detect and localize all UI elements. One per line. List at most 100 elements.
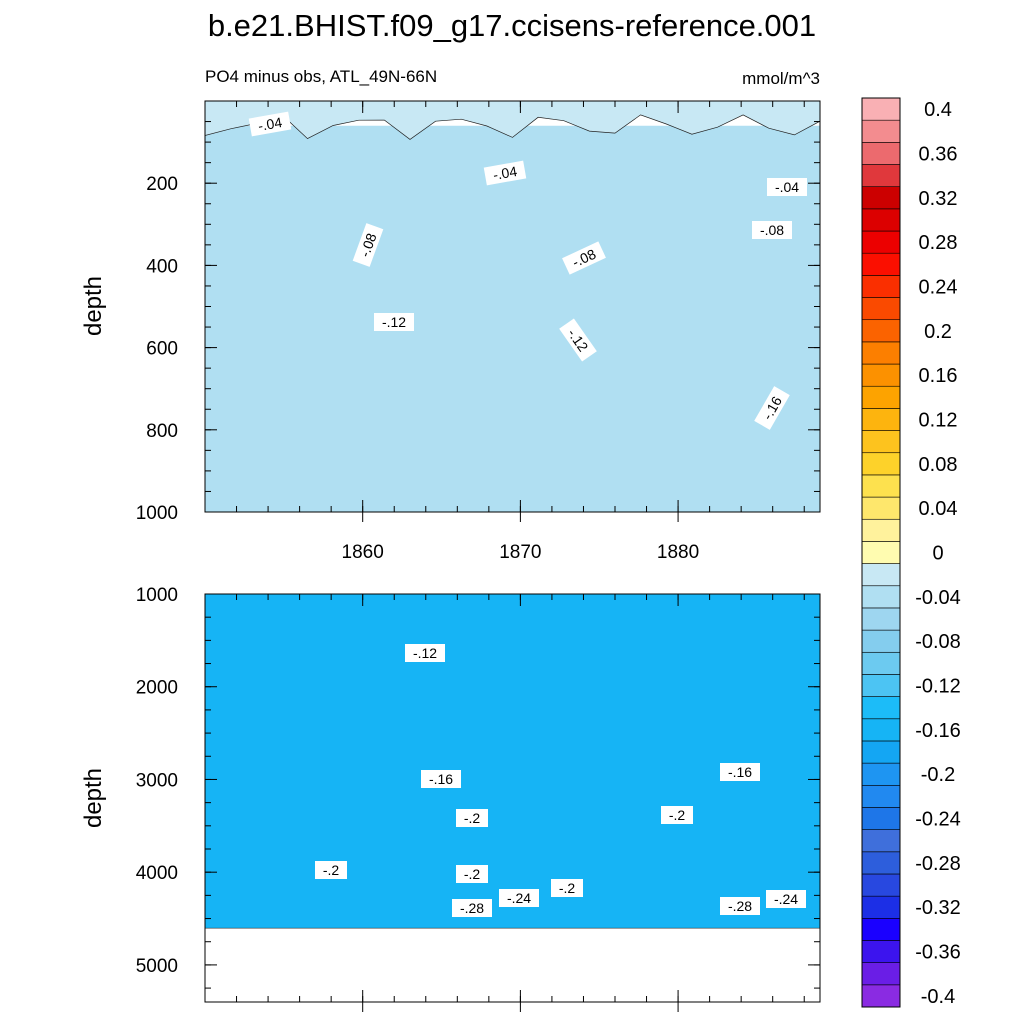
- chart-title: b.e21.BHIST.f09_g17.ccisens-reference.00…: [208, 8, 816, 43]
- colorbar-label: -0.12: [915, 676, 961, 698]
- colorbar-label: 0.36: [919, 143, 958, 165]
- contour-label: -.04: [767, 178, 807, 196]
- colorbar-box: [861, 408, 901, 431]
- contour-label-text: -.16: [728, 764, 752, 780]
- contour-label-text: -.12: [413, 645, 437, 661]
- colorbar-label: -0.2: [921, 764, 955, 786]
- contour-label-box: [315, 861, 347, 879]
- colorbar-label: -0.24: [915, 809, 961, 831]
- colorbar-box: [861, 984, 901, 1008]
- y-tick-label: 5000: [136, 956, 178, 977]
- colorbar-label: 0.04: [919, 498, 958, 520]
- colorbar-box: [861, 585, 901, 609]
- colorbar-box: [861, 341, 901, 365]
- colorbar-box: [861, 563, 901, 587]
- colorbar-box: [861, 895, 901, 919]
- colorbar-box: [861, 164, 901, 187]
- colorbar-box: [861, 940, 901, 963]
- contour-label-box: [352, 223, 384, 267]
- contour-label-text: -.04: [775, 179, 799, 195]
- contour-label: -.28: [720, 897, 760, 915]
- contour-label: -.08: [352, 223, 384, 267]
- x-tick-label: 1870: [499, 542, 541, 563]
- colorbar-box: [861, 319, 901, 343]
- colorbar-label: -0.4: [921, 986, 955, 1008]
- contour-label-text: -.24: [774, 891, 798, 907]
- contour-label-box: [551, 879, 583, 897]
- colorbar-label: 0.16: [919, 365, 958, 387]
- x-tick-label: 1860: [342, 542, 384, 563]
- contour-band: [205, 594, 820, 928]
- contour-label-box: [720, 763, 760, 781]
- contour-label: -.2: [456, 809, 488, 827]
- colorbar-label: -0.08: [915, 631, 961, 653]
- contour-label-box: [752, 221, 792, 239]
- colorbar-box: [861, 718, 901, 742]
- contour-label-box: [754, 386, 790, 430]
- contour-label: -.2: [315, 861, 347, 879]
- colorbar-box: [861, 784, 901, 808]
- contour-label-box: [456, 865, 488, 883]
- colorbar-box: [861, 385, 901, 409]
- contour-label-text: -.04: [257, 114, 284, 134]
- contour-label-text: -.2: [323, 862, 340, 878]
- contour-label: -.28: [452, 899, 492, 917]
- lower-contour-fills: [205, 594, 820, 929]
- contour-label-box: [456, 809, 488, 827]
- y-tick-label: 800: [146, 421, 178, 442]
- contour-label-text: -.2: [669, 807, 686, 823]
- colorbar-box: [861, 651, 901, 675]
- colorbar-box: [861, 607, 901, 631]
- colorbar-box: [861, 430, 901, 454]
- contour-label-text: -.16: [429, 771, 453, 787]
- colorbar-box: [861, 918, 901, 941]
- colorbar-box: [861, 208, 901, 232]
- colorbar-box: [861, 518, 901, 542]
- colorbar-box: [861, 297, 901, 321]
- colorbar-box: [861, 962, 901, 986]
- contour-label-text: -.2: [464, 866, 481, 882]
- contour-label-box: [766, 890, 806, 908]
- colorbar-label: -0.32: [915, 897, 961, 919]
- contour-label-text: -.28: [460, 900, 484, 916]
- y-tick-label: 200: [146, 174, 178, 195]
- contour-label-box: [248, 111, 292, 137]
- contour-label-box: [559, 318, 597, 362]
- colorbar-box: [861, 252, 901, 276]
- x-tick-label: 1880: [657, 542, 699, 563]
- colorbar-label: 0.08: [919, 454, 958, 476]
- contour-label-box: [767, 178, 807, 196]
- contour-label-text: -.08: [760, 222, 784, 238]
- contour-label: -.04: [248, 111, 292, 137]
- contour-label-box: [452, 899, 492, 917]
- contour-labels: -.04-.04-.04-.08 -.08-.08-.12-.12-.16-.12…: [248, 111, 807, 917]
- colorbar-box: [861, 696, 901, 720]
- contour-label-box: [483, 160, 527, 186]
- colorbar-box: [861, 97, 901, 121]
- contour-label: -.12: [374, 313, 414, 331]
- colorbar-box: [861, 119, 901, 143]
- y-tick-label: 400: [146, 256, 178, 277]
- colorbar-box: [861, 829, 901, 853]
- contour-label-box: [421, 770, 461, 788]
- upper-y-axis-label: depth: [80, 276, 107, 336]
- colorbar-box: [861, 186, 901, 210]
- contour-label: -.16: [421, 770, 461, 788]
- contour-label: -.08: [752, 221, 792, 239]
- colorbar-label: -0.28: [915, 853, 961, 875]
- contour-label: -.2: [551, 879, 583, 897]
- contour-label-box: [499, 889, 539, 907]
- colorbar-label: 0.2: [924, 321, 952, 343]
- colorbar-label: 0.32: [919, 188, 958, 210]
- colorbar-label: 0.28: [919, 232, 958, 254]
- contour-label-box: [405, 644, 445, 662]
- colorbar-label: 0.12: [919, 409, 958, 431]
- colorbar-label: -0.16: [915, 720, 961, 742]
- colorbar-box: [861, 230, 901, 254]
- colorbar-box: [861, 674, 901, 697]
- contour-label-box: [374, 313, 414, 331]
- colorbar-box: [861, 541, 901, 564]
- colorbar-frame: [861, 97, 901, 1008]
- contour-band: [205, 101, 820, 140]
